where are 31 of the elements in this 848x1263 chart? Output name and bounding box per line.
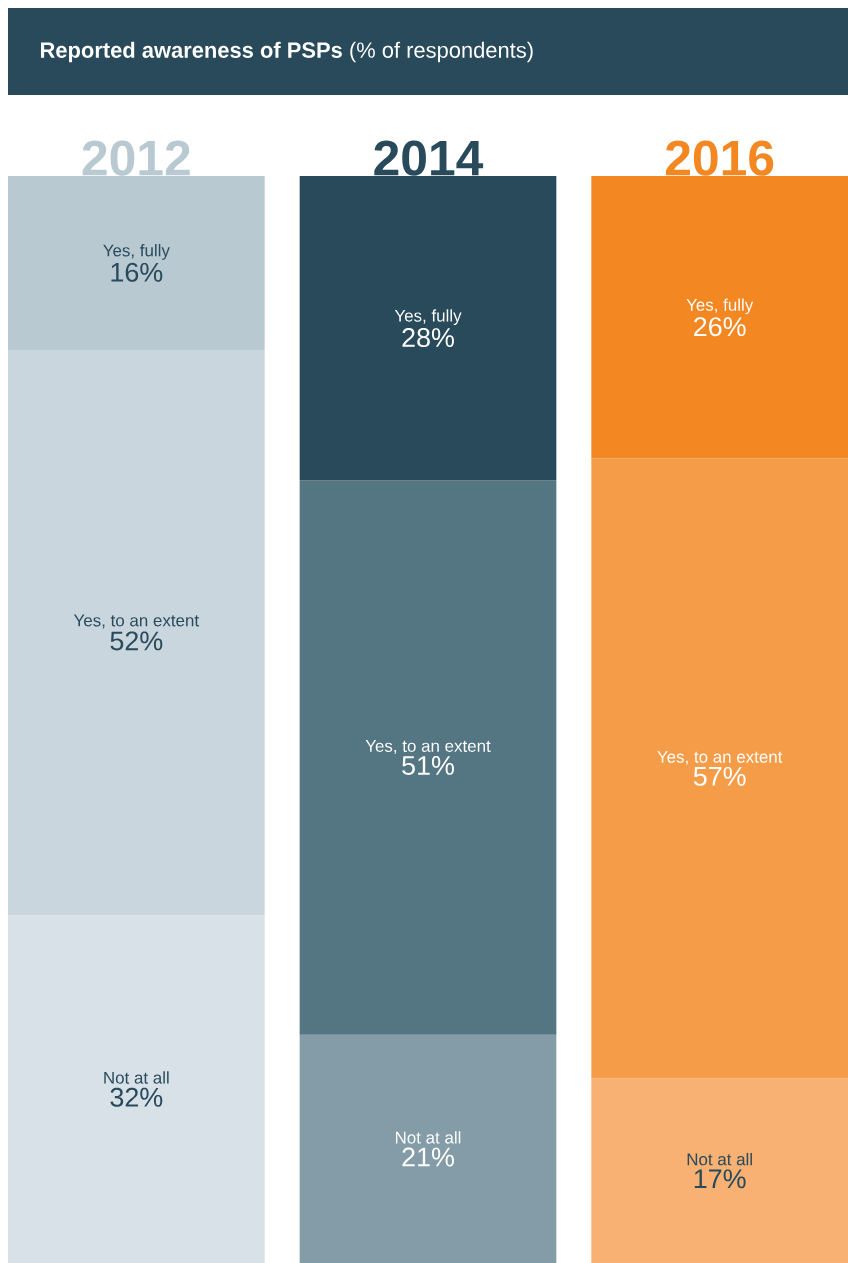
text: Yes, fully bbox=[394, 309, 462, 326]
text: Yes, to an extent bbox=[657, 750, 783, 765]
bar bbox=[299, 176, 557, 481]
bar bbox=[8, 176, 265, 350]
text: Yes, fully bbox=[686, 298, 754, 315]
data-label: 26% bbox=[694, 317, 746, 337]
series-label: Yes, to an extent bbox=[73, 614, 199, 629]
data-label: 28% bbox=[402, 328, 454, 348]
data-label: 51% bbox=[402, 756, 454, 775]
text: Not at all bbox=[104, 1071, 169, 1084]
x-tick-label: 2014 bbox=[374, 140, 484, 176]
data-label: 17% bbox=[694, 1169, 746, 1189]
x-tick-label: 2012 bbox=[82, 140, 190, 176]
bar bbox=[299, 1034, 557, 1263]
text: Yes, to an extent bbox=[365, 740, 491, 754]
bar bbox=[8, 915, 265, 1263]
bar bbox=[591, 176, 848, 459]
series-label: Not at all bbox=[687, 1152, 752, 1166]
chart-title: Reported awareness of PSPs (% of respondents) bbox=[40, 41, 533, 63]
bar bbox=[591, 1078, 848, 1263]
bar bbox=[8, 349, 265, 916]
data-label: 21% bbox=[402, 1147, 454, 1167]
data-label: 32% bbox=[110, 1087, 163, 1107]
x-tick-label: 2016 bbox=[666, 140, 774, 176]
bar bbox=[591, 458, 848, 1079]
series-label: Yes, fully bbox=[103, 244, 170, 260]
data-label: 52% bbox=[110, 631, 163, 651]
data-label: 16% bbox=[111, 262, 163, 282]
text: Not at all bbox=[395, 1131, 461, 1144]
data-label: 57% bbox=[693, 766, 746, 786]
bar bbox=[299, 480, 557, 1035]
